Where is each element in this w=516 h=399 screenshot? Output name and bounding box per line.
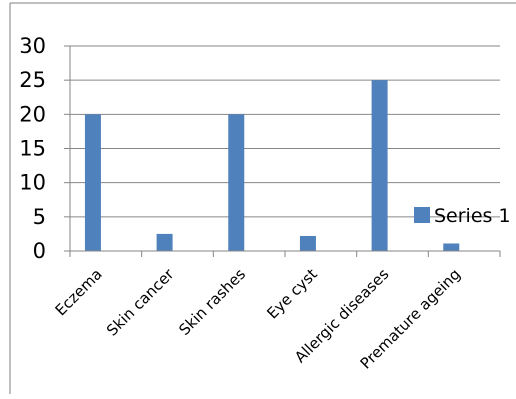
y-tick-label: 30 xyxy=(19,34,46,58)
x-tick-label: Skin cancer xyxy=(103,265,178,340)
y-tick-label: 10 xyxy=(19,171,46,195)
y-tick-label: 0 xyxy=(33,239,46,263)
x-tick-label: Eye cyst xyxy=(263,265,320,322)
bar xyxy=(228,114,245,251)
x-tick-label: Skin rashes xyxy=(175,265,249,339)
bar xyxy=(371,80,388,252)
y-tick-label: 25 xyxy=(19,68,46,92)
axes xyxy=(9,2,516,394)
legend-swatch xyxy=(414,207,430,223)
y-tick-label: 20 xyxy=(19,102,46,126)
y-tick-labels: 0 5 10 15 20 25 30 xyxy=(19,34,46,263)
y-tick-label: 15 xyxy=(19,137,46,161)
bar xyxy=(299,235,316,251)
gridlines xyxy=(70,45,500,218)
legend-label: Series 1 xyxy=(434,205,511,227)
bar xyxy=(84,114,101,251)
bar xyxy=(156,233,173,251)
bar xyxy=(443,243,460,251)
legend: Series 1 xyxy=(414,205,511,227)
y-tick-label: 5 xyxy=(33,205,46,229)
x-tick-label: Eczema xyxy=(52,265,106,319)
bars xyxy=(84,80,460,252)
